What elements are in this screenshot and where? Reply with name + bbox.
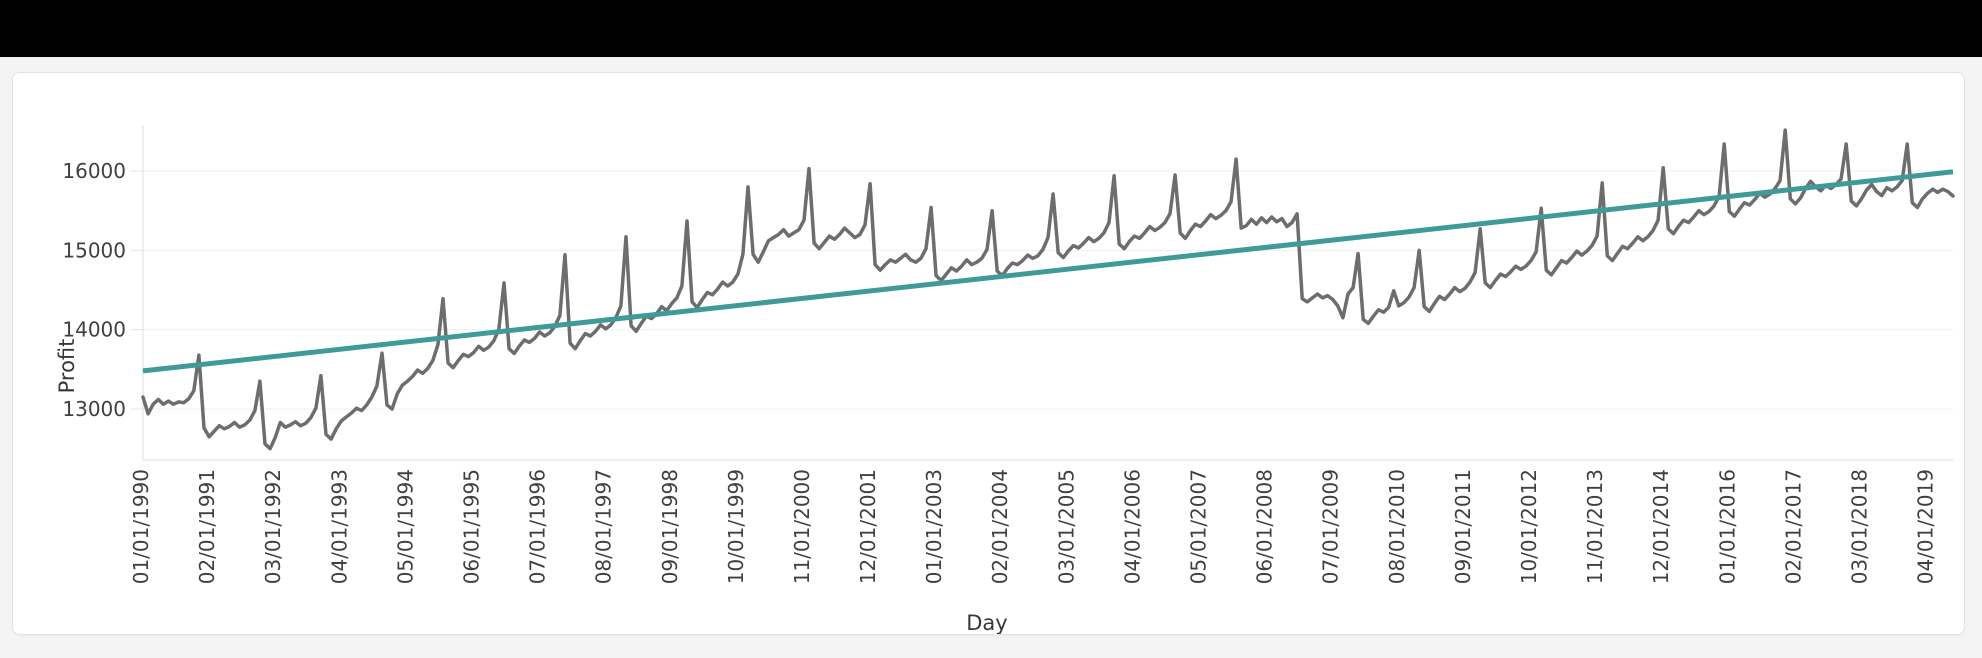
chart-card: 13000 14000 15000 16000 01/01/1990 02/01/199… [12, 72, 1965, 635]
x-tick-label: 06/01/1995 [459, 469, 483, 584]
y-tick-label: 14000 [62, 318, 126, 342]
x-tick-label: 11/01/2000 [790, 469, 814, 584]
x-tick-label: 08/01/2010 [1385, 469, 1409, 584]
x-tick-label: 11/01/2013 [1583, 469, 1607, 584]
x-tick-label: 08/01/1997 [592, 469, 616, 584]
x-tick-labels: 01/01/1990 02/01/1991 03/01/1992 04/01/1993… [129, 469, 1938, 584]
x-tick-label: 01/01/2016 [1715, 469, 1739, 584]
x-tick-label: 07/01/2009 [1319, 469, 1343, 584]
x-tick-label: 04/01/2006 [1120, 469, 1144, 584]
x-tick-label: 12/01/2014 [1649, 469, 1673, 584]
x-tick-label: 05/01/2007 [1187, 469, 1211, 584]
axes [142, 125, 1953, 461]
y-axis-title: Profit [55, 339, 79, 394]
y-tick-labels: 13000 14000 15000 16000 [62, 159, 126, 421]
x-tick-label: 09/01/2011 [1451, 469, 1475, 584]
x-tick-label: 03/01/2018 [1847, 469, 1871, 584]
x-tick-label: 03/01/2005 [1054, 469, 1078, 584]
profit-series-line[interactable] [141, 128, 1955, 451]
y-tick-label: 16000 [62, 159, 126, 183]
trend-line[interactable] [142, 169, 1954, 374]
gridlines [131, 170, 1953, 410]
x-tick-label: 03/01/1992 [261, 469, 285, 584]
y-tick-label: 15000 [62, 238, 126, 262]
x-tick-label: 02/01/1991 [195, 469, 219, 584]
x-tick-label: 10/01/1999 [724, 469, 748, 584]
x-tick-label: 05/01/1994 [393, 469, 417, 584]
y-tick-label: 13000 [62, 397, 126, 421]
data-series [141, 128, 1955, 451]
x-tick-label: 10/01/2012 [1517, 469, 1541, 584]
x-tick-label: 04/01/1993 [327, 469, 351, 584]
x-tick-label: 07/01/1996 [526, 469, 550, 584]
x-tick-label: 02/01/2017 [1781, 469, 1805, 584]
x-tick-label: 01/01/1990 [129, 469, 153, 584]
profit-line-chart[interactable]: 13000 14000 15000 16000 01/01/1990 02/01/199… [13, 73, 1964, 635]
top-black-bar [0, 0, 1982, 57]
x-tick-label: 01/01/2003 [922, 469, 946, 584]
x-tick-label: 12/01/2001 [856, 469, 880, 584]
x-tick-label: 06/01/2008 [1253, 469, 1277, 584]
x-tick-label: 04/01/2019 [1914, 469, 1938, 584]
x-tick-label: 02/01/2004 [988, 469, 1012, 584]
x-axis-title: Day [966, 611, 1007, 634]
x-tick-label: 09/01/1998 [658, 469, 682, 584]
